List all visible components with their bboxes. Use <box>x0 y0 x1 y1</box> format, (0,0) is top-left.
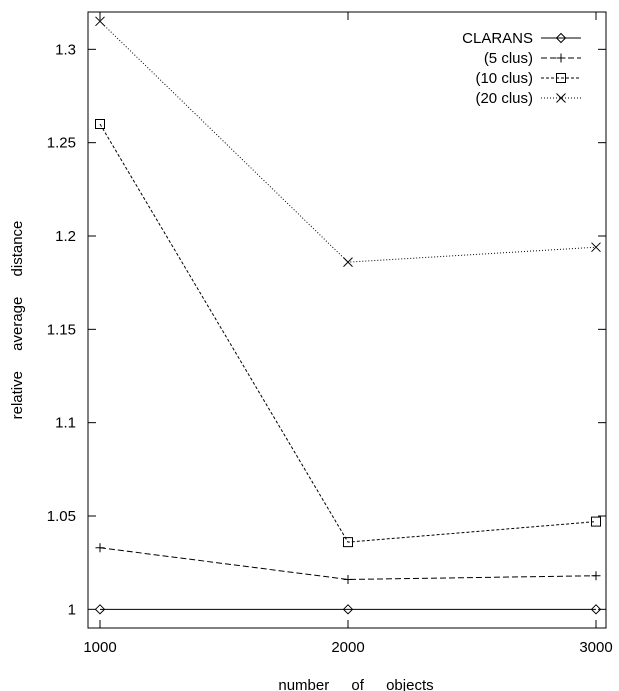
data-point <box>95 119 105 129</box>
legend-label: (20 clus) <box>475 90 533 107</box>
x-tick-label: 3000 <box>579 639 612 656</box>
data-point <box>94 604 106 615</box>
legend-entry: (10 clus) <box>475 70 581 87</box>
data-point <box>555 32 567 44</box>
data-point <box>591 571 601 581</box>
data-point <box>343 537 353 548</box>
legend-entry: (5 clus) <box>484 50 581 67</box>
y-tick-label: 1.15 <box>47 321 76 338</box>
legend-entry: CLARANS <box>462 30 581 47</box>
legend-label: CLARANS <box>462 30 533 47</box>
series <box>95 543 601 584</box>
x-axis-label: number of objects <box>278 677 433 691</box>
data-point <box>591 242 601 253</box>
data-point <box>556 73 566 83</box>
data-point <box>556 93 566 103</box>
y-tick-label: 1.1 <box>55 415 76 432</box>
legend-entry: (20 clus) <box>475 90 581 107</box>
legend-label: (5 clus) <box>484 50 533 67</box>
y-tick-label: 1 <box>68 601 76 618</box>
y-tick-label: 1.05 <box>47 508 76 525</box>
series-line <box>99 547 597 580</box>
x-tick-label: 2000 <box>331 639 364 656</box>
data-point <box>590 604 602 615</box>
y-tick-label: 1.25 <box>47 135 76 152</box>
data-point <box>343 574 353 584</box>
plot-frame <box>87 11 607 629</box>
series <box>95 119 601 548</box>
series <box>94 604 602 615</box>
legend-label: (10 clus) <box>475 70 533 87</box>
y-tick-label: 1.3 <box>55 41 76 58</box>
data-point <box>343 257 353 267</box>
data-point <box>342 604 354 615</box>
y-tick-label: 1.2 <box>55 228 76 245</box>
x-tick-label: 1000 <box>83 639 116 656</box>
series-line <box>99 123 597 543</box>
data-point <box>95 16 105 27</box>
series-layer <box>94 16 602 615</box>
y-axis: 1 1.05 1.1 1.15 1.2 1.25 1.3 <box>47 41 606 618</box>
y-axis-label: relative average distance <box>9 221 26 420</box>
data-point <box>591 516 601 527</box>
data-point <box>95 543 105 553</box>
x-axis: 1000 2000 3000 <box>83 12 613 656</box>
series <box>95 16 601 267</box>
legend: CLARANS (5 clus) (10 clus) (20 clus) <box>462 30 581 107</box>
data-point <box>556 53 566 63</box>
